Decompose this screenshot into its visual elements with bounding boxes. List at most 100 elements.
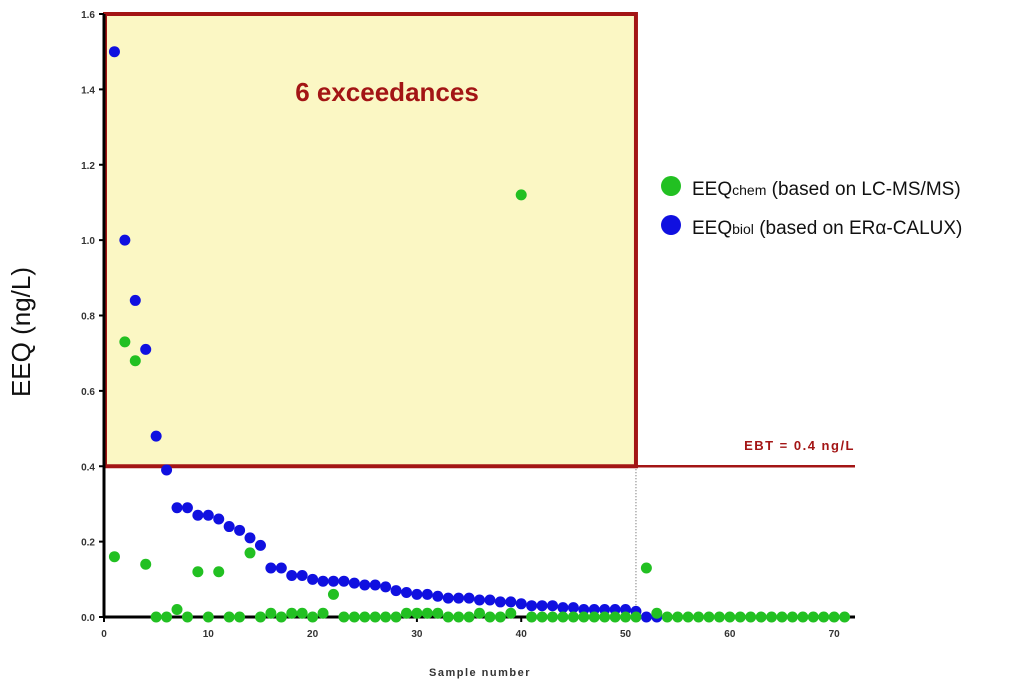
point-eeq-chem bbox=[275, 611, 287, 623]
point-eeq-biol bbox=[515, 598, 527, 610]
point-eeq-chem bbox=[515, 189, 527, 201]
point-eeq-chem bbox=[818, 611, 830, 623]
point-eeq-chem bbox=[129, 355, 141, 367]
point-eeq-chem bbox=[484, 611, 496, 623]
point-eeq-biol bbox=[400, 587, 412, 599]
y-tick-label: 0.8 bbox=[81, 312, 95, 323]
point-eeq-biol bbox=[244, 532, 256, 544]
point-eeq-biol bbox=[140, 343, 152, 355]
point-eeq-chem bbox=[202, 611, 214, 623]
point-eeq-chem bbox=[286, 607, 298, 619]
point-eeq-chem bbox=[161, 611, 173, 623]
point-eeq-chem bbox=[620, 611, 632, 623]
point-eeq-chem bbox=[359, 611, 371, 623]
point-eeq-biol bbox=[213, 513, 225, 525]
point-eeq-biol bbox=[359, 579, 371, 591]
point-eeq-chem bbox=[703, 611, 715, 623]
exceedance-box bbox=[103, 12, 638, 469]
point-eeq-chem bbox=[442, 611, 454, 623]
point-eeq-chem bbox=[317, 607, 329, 619]
point-eeq-biol bbox=[421, 588, 433, 600]
point-eeq-biol bbox=[150, 430, 162, 442]
point-eeq-biol bbox=[557, 602, 569, 614]
exceedance-annotation: 6 exceedances bbox=[295, 77, 479, 107]
point-eeq-biol bbox=[171, 502, 183, 514]
y-tick-label: 1.6 bbox=[81, 10, 95, 21]
y-tick-label: 0.0 bbox=[81, 613, 95, 624]
point-eeq-chem bbox=[463, 611, 475, 623]
point-eeq-chem bbox=[380, 611, 392, 623]
point-eeq-biol bbox=[620, 603, 632, 615]
legend: EEQchem (based on LC-MS/MS) EEQbiol (bas… bbox=[661, 176, 962, 239]
point-eeq-biol bbox=[307, 573, 319, 585]
legend-marker-chem bbox=[661, 176, 681, 196]
point-eeq-chem bbox=[609, 611, 621, 623]
x-tick-label: 30 bbox=[411, 629, 423, 640]
point-eeq-biol bbox=[547, 600, 559, 612]
point-eeq-biol bbox=[317, 575, 329, 587]
point-eeq-chem bbox=[421, 607, 433, 619]
point-eeq-biol bbox=[432, 590, 444, 602]
x-tick-label: 0 bbox=[101, 629, 107, 640]
point-eeq-biol bbox=[640, 611, 652, 623]
point-eeq-chem bbox=[119, 336, 131, 348]
point-eeq-biol bbox=[463, 592, 475, 604]
point-eeq-chem bbox=[755, 611, 767, 623]
threshold-label: EBT = 0.4 ng/L bbox=[744, 438, 855, 453]
x-tick-label: 10 bbox=[203, 629, 215, 640]
point-eeq-chem bbox=[150, 611, 162, 623]
point-eeq-biol bbox=[505, 596, 517, 608]
point-eeq-chem bbox=[828, 611, 840, 623]
point-eeq-biol bbox=[254, 539, 266, 551]
point-eeq-biol bbox=[338, 575, 350, 587]
x-tick-label: 40 bbox=[516, 629, 528, 640]
point-eeq-chem bbox=[797, 611, 809, 623]
point-eeq-biol bbox=[129, 294, 141, 306]
point-eeq-chem bbox=[494, 611, 506, 623]
point-eeq-biol bbox=[609, 603, 621, 615]
point-eeq-chem bbox=[547, 611, 559, 623]
point-eeq-chem bbox=[369, 611, 381, 623]
point-eeq-chem bbox=[682, 611, 694, 623]
legend-marker-biol bbox=[661, 215, 681, 235]
point-eeq-biol bbox=[181, 502, 193, 514]
point-eeq-biol bbox=[369, 579, 381, 591]
point-eeq-biol bbox=[588, 603, 600, 615]
point-eeq-chem bbox=[108, 551, 120, 563]
point-eeq-chem bbox=[807, 611, 819, 623]
point-eeq-biol bbox=[474, 594, 485, 606]
point-eeq-chem bbox=[213, 566, 225, 578]
y-tick-label: 1.2 bbox=[81, 161, 95, 172]
point-eeq-biol bbox=[526, 600, 538, 612]
point-eeq-biol bbox=[578, 603, 590, 615]
point-eeq-chem bbox=[327, 588, 339, 600]
point-eeq-biol bbox=[390, 585, 402, 597]
point-eeq-biol bbox=[453, 592, 465, 604]
point-eeq-biol bbox=[567, 602, 579, 614]
y-tick-label: 1.0 bbox=[81, 236, 95, 247]
y-tick-label: 0.4 bbox=[81, 462, 95, 473]
point-eeq-biol bbox=[442, 592, 454, 604]
point-eeq-chem bbox=[693, 611, 705, 623]
point-eeq-biol bbox=[494, 596, 506, 608]
point-eeq-biol bbox=[223, 521, 235, 533]
point-eeq-biol bbox=[234, 524, 246, 536]
point-eeq-biol bbox=[536, 600, 548, 612]
point-eeq-chem bbox=[223, 611, 235, 623]
point-eeq-biol bbox=[296, 570, 308, 582]
point-eeq-chem bbox=[651, 607, 663, 619]
point-eeq-chem bbox=[578, 611, 590, 623]
point-eeq-chem bbox=[786, 611, 798, 623]
point-eeq-chem bbox=[192, 566, 204, 578]
point-eeq-chem bbox=[338, 611, 350, 623]
y-tick-label: 0.6 bbox=[81, 387, 95, 398]
point-eeq-chem bbox=[411, 607, 423, 619]
point-eeq-chem bbox=[745, 611, 757, 623]
point-eeq-biol bbox=[202, 509, 214, 521]
point-eeq-chem bbox=[432, 607, 444, 619]
point-eeq-biol bbox=[599, 603, 611, 615]
point-eeq-chem bbox=[776, 611, 788, 623]
legend-entry-chem: EEQchem (based on LC-MS/MS) bbox=[692, 179, 961, 200]
point-eeq-chem bbox=[630, 611, 642, 623]
